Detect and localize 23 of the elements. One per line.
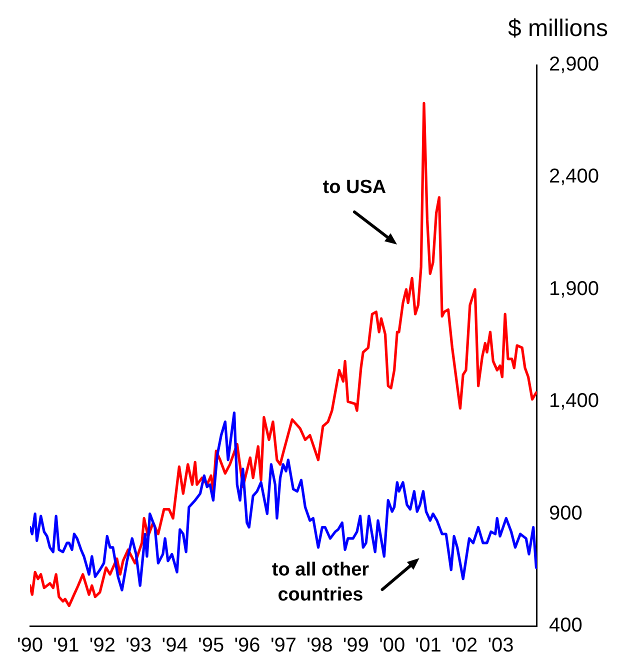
y-tick-label: 1,900 bbox=[548, 278, 600, 300]
annotation: to USA bbox=[322, 177, 386, 198]
x-tick-label: '91 bbox=[53, 634, 80, 657]
y-axis-title: $ millions bbox=[508, 15, 608, 42]
y-tick-label: 1,400 bbox=[548, 390, 600, 412]
x-tick-label: '90 bbox=[16, 634, 44, 657]
x-tick-label: '99 bbox=[342, 634, 369, 657]
x-tick-label: '92 bbox=[89, 634, 116, 657]
x-tick-label: '01 bbox=[415, 634, 442, 657]
x-tick-label: '96 bbox=[234, 634, 260, 657]
y-tick-label: 2,900 bbox=[548, 54, 600, 76]
x-tick-label: '03 bbox=[488, 634, 514, 657]
x-tick-label: '97 bbox=[270, 634, 297, 657]
x-tick-label: '98 bbox=[306, 634, 333, 657]
y-tick-label: 2,400 bbox=[548, 166, 600, 188]
x-tick-label: '95 bbox=[198, 634, 224, 657]
y-tick-label: 900 bbox=[548, 502, 582, 524]
x-tick-label: '93 bbox=[126, 634, 152, 657]
x-tick-label: '94 bbox=[162, 634, 188, 657]
annotation: to all other countries bbox=[272, 560, 370, 606]
x-tick-label: '00 bbox=[379, 634, 406, 657]
x-tick-label: '02 bbox=[451, 634, 478, 657]
y-tick-label: 400 bbox=[548, 614, 582, 637]
